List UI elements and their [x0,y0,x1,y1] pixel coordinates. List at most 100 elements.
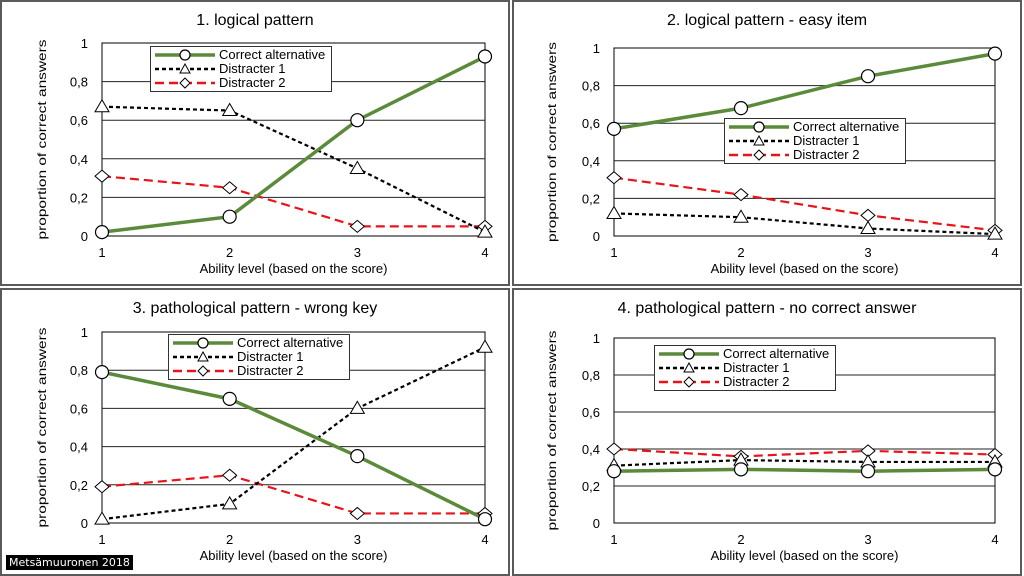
legend-item-distracter2: Distracter 2 [659,375,829,389]
legend-item-distracter1: Distracter 1 [173,350,343,364]
legend-swatch-distracter1 [155,63,215,74]
x-tick-label: 3 [864,245,871,260]
x-axis-label: Ability level (based on the score) [200,261,388,276]
legend-label-correct: Correct alternative [723,346,830,361]
legend-swatch-distracter2 [173,365,233,377]
data-point-distracter1 [987,226,1003,240]
chart-legend: Correct alternative Distracter 1 Distrac… [168,334,351,380]
legend-item-distracter2: Distracter 2 [729,148,899,162]
x-tick-label: 1 [610,532,617,547]
data-point-correct [94,225,110,240]
y-tick-label: 0,6 [582,405,600,420]
y-tick-label: 1 [81,36,88,51]
x-tick-label: 4 [481,532,488,547]
x-tick-label: 2 [737,532,744,547]
legend-item-distracter2: Distracter 2 [173,364,343,378]
legend-label-distracter2: Distracter 2 [723,374,790,389]
data-point-correct [606,464,622,479]
chart-title: 1. logical pattern [196,12,314,29]
data-point-correct [606,121,622,136]
data-point-correct [860,464,876,479]
x-tick-label: 4 [481,245,488,260]
y-tick-label: 1 [593,331,600,346]
data-point-correct [733,101,749,116]
y-tick-label: 0,4 [582,154,600,169]
x-tick-label: 1 [98,532,105,547]
legend-swatch-correct [155,49,215,61]
plot-area: 0 0,2 0,4 0,6 0,8 1 1 2 3 4 Ability level (based o… [35,325,493,563]
x-tick-label: 2 [226,245,233,260]
y-tick-label: 0,4 [582,442,600,457]
plot-area: 0 0,2 0,4 0,6 0,8 1 1 2 3 4 Ability level (based o… [545,331,1003,563]
y-axis-label: proportion of correct answers [545,331,559,531]
data-point-distracter1 [606,205,622,219]
series-line-distracter1 [101,346,486,521]
legend-label-distracter1: Distracter 1 [219,61,286,76]
data-point-distracter2 [94,480,110,494]
chart-legend: Correct alternative Distracter 1 Distrac… [654,345,837,391]
x-tick-label: 2 [226,532,233,547]
data-point-correct [477,512,493,527]
data-point-distracter2 [860,208,876,222]
plot-area: 0 0,2 0,4 0,6 0,8 1 1 2 3 4 Ability level (based o… [545,41,1003,276]
plot-area: 0 0,2 0,4 0,6 0,8 1 1 2 3 4 Ability level (based o… [35,36,493,276]
data-point-correct [350,113,365,128]
data-point-distracter2 [606,171,622,185]
x-tick-label: 2 [737,245,744,260]
series-line-distracter1 [101,105,486,234]
data-point-distracter1 [349,400,366,414]
data-point-distracter2 [221,468,238,482]
series-line-correct [613,51,996,131]
y-tick-label: 0,8 [70,75,88,90]
legend-item-distracter2: Distracter 2 [155,76,325,90]
legend-swatch-distracter2 [659,376,719,388]
legend-item-correct: Correct alternative [173,336,343,350]
y-tick-label: 0,2 [70,190,88,205]
y-tick-label: 0,8 [582,79,600,94]
data-point-distracter2 [606,442,622,456]
data-point-correct [987,46,1003,61]
x-tick-label: 4 [991,245,998,260]
y-tick-label: 1 [81,325,88,340]
series-line-distracter1 [613,212,996,236]
y-axis-label: proportion of correct answers [35,328,49,528]
legend-label-distracter1: Distracter 1 [723,360,790,375]
data-point-distracter1 [94,98,110,113]
x-tick-label: 3 [354,245,361,260]
legend-label-distracter2: Distracter 2 [237,363,304,378]
data-point-correct [222,209,237,224]
chart-title: 3. pathological pattern - wrong key [132,300,378,317]
legend-label-distracter1: Distracter 1 [793,133,860,148]
legend-swatch-distracter2 [155,77,215,89]
chart-title: 2. logical pattern - easy item [666,12,868,29]
data-point-distracter2 [94,169,110,183]
y-tick-label: 0,6 [70,113,88,128]
series-line-distracter2 [101,175,485,228]
legend-swatch-distracter1 [729,135,789,146]
legend-swatch-correct [173,337,233,349]
legend-item-distracter1: Distracter 1 [729,134,899,148]
data-point-correct [733,462,749,477]
plot-frame [101,331,486,524]
legend-label-distracter2: Distracter 2 [219,75,286,90]
chart-panel-2: 2. logical pattern - easy item 0 0,2 0,4 0,… [512,0,1022,286]
legend-label-correct: Correct alternative [237,335,344,350]
y-axis-label: proportion of correct answers [35,40,49,240]
credit-label: Metsämuuronen 2018 [6,555,133,570]
y-tick-label: 0,4 [70,152,88,167]
data-point-distracter2 [733,187,749,202]
y-tick-label: 0,2 [582,191,600,206]
series-line-distracter1 [613,458,995,467]
x-axis-label: Ability level (based on the score) [200,548,388,563]
data-point-distracter1 [221,102,238,117]
x-axis-label: Ability level (based on the score) [711,548,899,563]
x-tick-label: 1 [610,245,617,260]
x-tick-label: 3 [864,532,871,547]
data-point-distracter2 [221,181,238,195]
chart-legend: Correct alternative Distracter 1 Distrac… [724,118,907,164]
data-point-distracter1 [349,160,366,174]
x-tick-label: 1 [98,245,105,260]
legend-label-correct: Correct alternative [793,119,900,134]
series-line-distracter2 [101,474,485,515]
legend-swatch-distracter1 [173,351,233,362]
